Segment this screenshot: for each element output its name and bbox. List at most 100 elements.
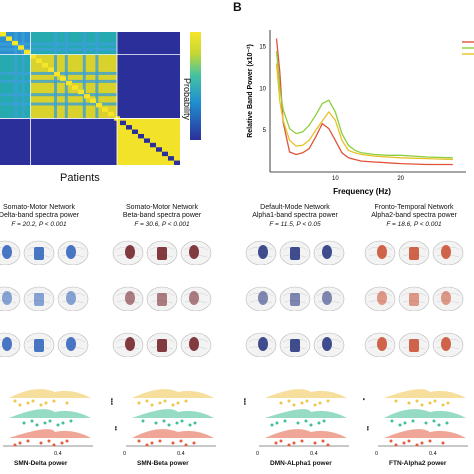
network-region: [189, 337, 199, 351]
significance-marker: **: [115, 426, 121, 431]
raincloud-point: [305, 399, 309, 403]
raincloud-point: [433, 399, 437, 403]
raincloud-point: [22, 421, 26, 425]
raincloud-point: [39, 441, 43, 445]
heatmap-diagonal-cell: [84, 94, 90, 99]
patients-axis-label: Patients: [60, 172, 100, 184]
heatmap-diagonal-cell: [48, 67, 54, 72]
network-region: [66, 245, 76, 259]
network-region: [322, 245, 332, 259]
raincloud-plot: [3, 389, 93, 447]
brain-rendering: [245, 286, 277, 311]
raincloud-point: [163, 399, 167, 403]
y-tick-label: 15: [259, 45, 266, 51]
network-region: [125, 337, 135, 351]
brain-rendering: [279, 332, 311, 357]
brain-rendering: [146, 286, 178, 311]
raincloud-point: [428, 439, 432, 443]
raincloud-point: [326, 443, 330, 447]
raincloud-point: [394, 399, 398, 403]
raincloud-tick-label: 0.4: [177, 451, 185, 457]
raincloud-density: [9, 409, 91, 418]
raincloud-point: [415, 443, 419, 447]
raincloud-point: [18, 403, 22, 407]
brain-rendering: [313, 240, 345, 265]
heatmap-diagonal-cell: [0, 32, 6, 37]
raincloud-point: [171, 403, 175, 407]
network-region: [258, 245, 268, 259]
raincloud-point: [441, 441, 445, 445]
heatmap-stripe: [21, 32, 25, 119]
raincloud-point: [184, 443, 188, 447]
raincloud-point: [26, 401, 30, 405]
brain-rendering: [398, 240, 430, 265]
heatmap-diagonal-cell: [126, 125, 132, 130]
panel-b: B 15 10 5 10 20 Frequency (Hz) Relative Band P…: [230, 0, 474, 196]
heatmap-diagonal-cell: [36, 58, 42, 64]
raincloud-density: [384, 409, 466, 418]
network-title: Somato-Motor Network: [3, 204, 75, 211]
heatmap-diagonal-cell: [90, 98, 96, 103]
network-region: [157, 247, 167, 260]
brain-rendering: [398, 286, 430, 311]
brain-rendering: [112, 240, 144, 265]
raincloud-point: [180, 419, 184, 423]
raincloud-density: [384, 429, 466, 438]
raincloud-point: [321, 439, 325, 443]
raincloud-point: [390, 419, 394, 423]
raincloud-density: [265, 389, 347, 398]
heatmap-diagonal-cell: [144, 138, 150, 143]
heatmap-stripe: [0, 47, 117, 51]
heatmap-diagonal-cell: [174, 160, 180, 165]
brain-rendering: [432, 240, 464, 265]
raincloud-point: [137, 439, 141, 443]
heatmap-diagonal-cell: [96, 102, 102, 108]
raincloud-point: [445, 421, 449, 425]
raincloud-point: [171, 441, 175, 445]
band-power-line-chart: 15 10 5 10 20 Frequency (Hz) Relative Band Pow…: [247, 30, 474, 196]
raincloud-point: [56, 423, 60, 427]
raincloud-point: [446, 401, 450, 405]
network-region: [258, 291, 268, 305]
heatmap-diagonal-cell: [162, 151, 168, 157]
raincloud-point: [47, 439, 51, 443]
brain-rendering: [279, 240, 311, 265]
raincloud-point: [158, 401, 162, 405]
brain-rendering: [364, 286, 396, 311]
network-stat: F = 20.2, P < 0.001: [11, 221, 67, 228]
raincloud-point: [150, 441, 154, 445]
raincloud-plot: [126, 389, 216, 447]
network-region: [377, 245, 387, 259]
brain-rendering: [0, 332, 21, 357]
heatmap-stripe: [0, 42, 117, 46]
heatmap-diagonal-cell: [30, 54, 36, 59]
network-region: [2, 337, 12, 351]
network-region: [189, 291, 199, 305]
raincloud-point: [274, 441, 278, 445]
network-band: Alpha2-band spectra power: [371, 212, 457, 219]
brain-rendering: [112, 332, 144, 357]
raincloud-point: [279, 401, 283, 405]
heatmap-diagonal-cell: [54, 71, 60, 77]
brain-rendering: [23, 332, 55, 357]
raincloud-point: [179, 439, 183, 443]
raincloud-point: [313, 403, 317, 407]
brain-rendering: [0, 286, 21, 311]
significance-marker: ***: [111, 398, 117, 406]
network-panel-1: Somato-Motor Network Delta-band spectra p…: [0, 198, 98, 474]
raincloud-point: [13, 443, 17, 447]
raincloud-density: [9, 389, 91, 398]
heatmap-diagonal-cell: [102, 107, 108, 112]
raincloud-point: [61, 421, 65, 425]
heatmap-stripe: [0, 93, 117, 97]
raincloud-point: [394, 443, 398, 447]
raincloud-point: [60, 441, 64, 445]
series-line: [275, 38, 453, 166]
raincloud-density: [132, 409, 214, 418]
raincloud-point: [424, 421, 428, 425]
network-region: [66, 291, 76, 305]
brain-rendering: [23, 240, 55, 265]
brain-rendering: [364, 240, 396, 265]
network-title: Somato-Motor Network: [126, 204, 198, 211]
raincloud-point: [270, 423, 274, 427]
